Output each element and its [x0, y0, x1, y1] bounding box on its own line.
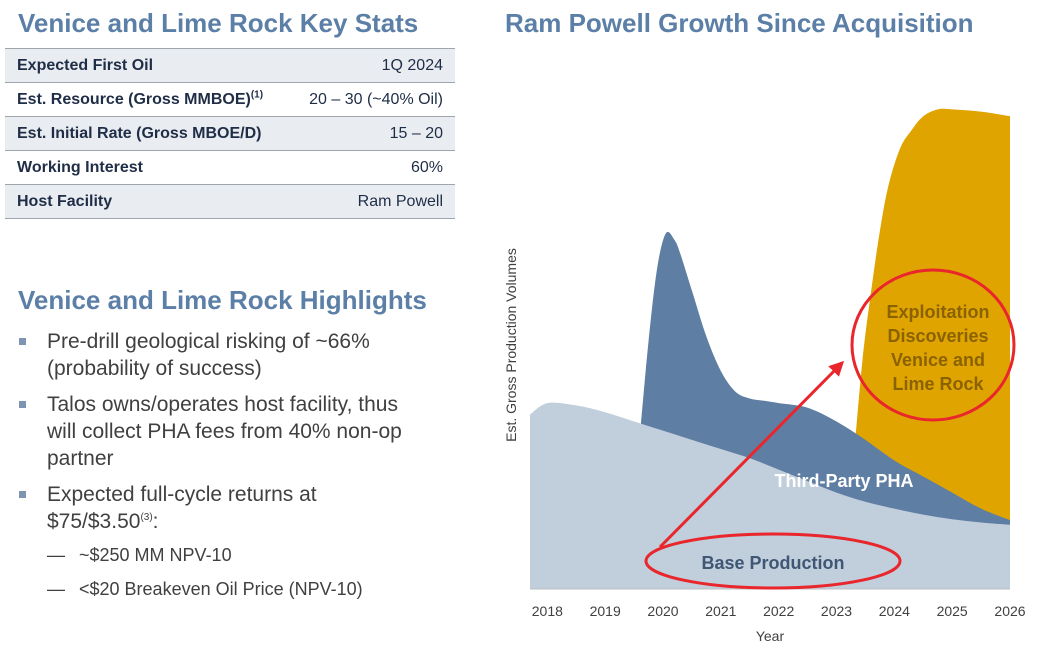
base-production-label: Base Production — [701, 553, 844, 573]
svg-text:Lime Rock: Lime Rock — [892, 374, 984, 394]
stat-label: Host Facility — [5, 184, 289, 219]
stat-label: Working Interest — [5, 150, 289, 185]
footnote-marker: (1) — [250, 89, 264, 101]
stat-label: Expected First Oil — [5, 48, 289, 83]
x-axis-label: Year — [756, 628, 785, 644]
stat-value: 1Q 2024 — [288, 48, 455, 83]
key-stats-title: Venice and Lime Rock Key Stats — [18, 8, 419, 38]
pha-label: Third-Party PHA — [774, 471, 913, 491]
x-tick-label: 2018 — [532, 603, 563, 619]
table-row: Est. Initial Rate (Gross MBOE/D) 15 – 20 — [5, 116, 455, 151]
sub-list-item: <$20 Breakeven Oil Price (NPV-10) — [47, 577, 468, 601]
highlights-list: Pre-drill geological risking of ~66% (pr… — [18, 328, 468, 611]
list-item: Pre-drill geological risking of ~66% (pr… — [18, 328, 468, 382]
stat-value: 60% — [288, 150, 455, 185]
svg-text:Venice and: Venice and — [891, 350, 985, 370]
y-axis-label: Est. Gross Production Volumes — [503, 248, 519, 442]
exploitation-highlight-circle — [850, 268, 1016, 422]
svg-text:Discoveries: Discoveries — [887, 326, 988, 346]
svg-text:Exploitation: Exploitation — [887, 302, 990, 322]
highlights-title: Venice and Lime Rock Highlights — [18, 285, 427, 315]
x-tick-label: 2023 — [821, 603, 852, 619]
table-row: Working Interest 60% — [5, 150, 455, 185]
x-tick-label: 2021 — [705, 603, 736, 619]
sub-list-item: ~$250 MM NPV-10 — [47, 543, 468, 567]
x-tick-label: 2026 — [994, 603, 1025, 619]
stat-label: Est. Initial Rate (Gross MBOE/D) — [5, 116, 289, 151]
stat-value: Ram Powell — [288, 184, 455, 219]
key-stats-table: Expected First Oil 1Q 2024 Est. Resource… — [5, 48, 455, 219]
x-tick-label: 2024 — [879, 603, 910, 619]
chart-title: Ram Powell Growth Since Acquisition — [505, 8, 974, 38]
stat-value: 20 – 30 (~40% Oil) — [288, 82, 455, 117]
list-item: Expected full-cycle returns at $75/$3.50… — [18, 481, 468, 601]
x-tick-label: 2019 — [590, 603, 621, 619]
table-row: Est. Resource (Gross MMBOE)(1) 20 – 30 (… — [5, 82, 455, 117]
table-row: Expected First Oil 1Q 2024 — [5, 48, 455, 83]
x-tick-label: 2022 — [763, 603, 794, 619]
list-item: Talos owns/operates host facility, thus … — [18, 391, 468, 472]
x-tick-label: 2020 — [647, 603, 678, 619]
stat-value: 15 – 20 — [288, 116, 455, 151]
base-production-highlight-circle — [644, 532, 902, 590]
base-production-area — [530, 402, 1010, 589]
table-row: Host Facility Ram Powell — [5, 184, 455, 219]
exploitation-label: Exploitation Discoveries Venice and Lime… — [887, 302, 990, 394]
growth-arrow — [658, 360, 845, 549]
stat-label: Est. Resource (Gross MMBOE)(1) — [5, 82, 289, 117]
x-tick-label: 2025 — [937, 603, 968, 619]
sub-list: ~$250 MM NPV-10 <$20 Breakeven Oil Price… — [47, 543, 468, 601]
